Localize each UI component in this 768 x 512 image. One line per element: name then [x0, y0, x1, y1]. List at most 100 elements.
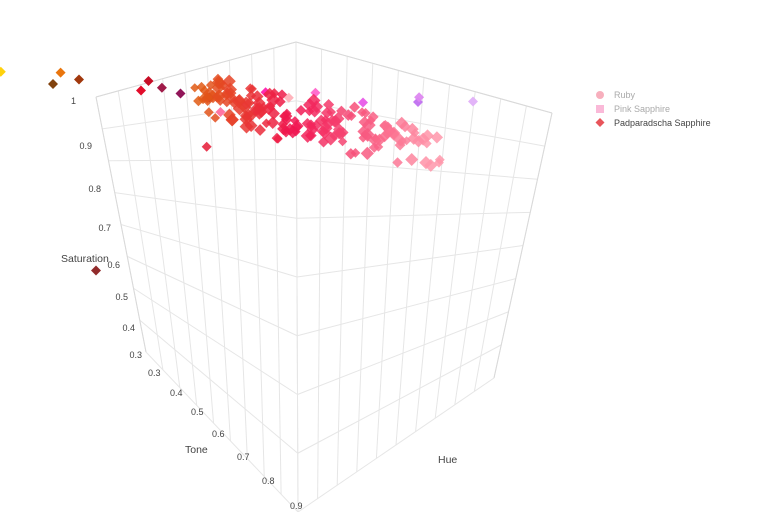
scene-edge	[295, 41, 553, 114]
data-point-diamond	[258, 102, 269, 113]
data-point-diamond	[360, 146, 374, 161]
diamond-icon	[595, 118, 605, 127]
data-point-diamond	[202, 86, 216, 100]
data-point-diamond	[407, 132, 421, 145]
data-point-diamond	[196, 81, 207, 93]
data-point-diamond	[305, 119, 316, 130]
wall-gridline	[114, 192, 297, 219]
wall-gridline	[297, 278, 516, 337]
data-point-diamond	[424, 158, 438, 172]
tone-tick-labels: 0.3 0.4 0.5 0.6 0.7 0.8 0.9	[148, 368, 303, 511]
scene-edge	[493, 112, 553, 379]
data-point-diamond	[175, 88, 186, 99]
tone-axis-title: Tone	[185, 444, 208, 456]
data-point-diamond	[304, 106, 315, 117]
saturation-tick-labels: 1 0.9 0.8 0.7 0.6 0.5 0.4 0.3	[71, 96, 142, 360]
data-point-diamond	[349, 101, 361, 113]
data-point-diamond	[362, 118, 376, 132]
data-point-diamond	[318, 136, 330, 148]
data-point-diamond	[279, 111, 289, 121]
data-point-diamond	[274, 96, 286, 108]
data-point-diamond	[318, 126, 331, 140]
wall-gridline	[108, 159, 297, 162]
saturation-tick-label: 0.8	[88, 184, 101, 194]
data-point-diamond	[269, 88, 280, 99]
data-point-diamond	[263, 87, 277, 101]
scene-edge	[95, 96, 147, 353]
data-point-diamond	[434, 154, 445, 165]
data-point-diamond	[468, 96, 478, 107]
tone-tick-label: 0.6	[212, 429, 225, 439]
wall-gridline	[296, 100, 545, 147]
data-point-diamond	[251, 90, 264, 103]
wall-gridline	[296, 245, 524, 278]
data-point-diamond	[358, 97, 368, 108]
saturation-tick-label: 0.4	[122, 323, 135, 333]
data-point-diamond	[244, 119, 258, 132]
saturation-tick-label: 0.7	[98, 223, 111, 233]
data-point-diamond	[385, 125, 396, 137]
data-point-diamond	[143, 76, 154, 86]
wall-gridline	[296, 211, 531, 219]
data-point-diamond	[350, 147, 361, 158]
data-point-diamond	[267, 107, 280, 120]
data-point-diamond	[300, 129, 315, 143]
data-point-diamond	[430, 131, 444, 144]
data-point-diamond	[245, 90, 257, 101]
data-point-diamond	[306, 93, 321, 108]
data-point-diamond	[392, 157, 403, 168]
data-point-diamond	[321, 117, 335, 130]
legend-item-ruby[interactable]: Ruby	[596, 90, 636, 100]
data-point-diamond	[203, 107, 214, 118]
data-point-diamond	[334, 127, 347, 140]
data-point-diamond	[201, 92, 213, 104]
saturation-tick-label: 0.6	[107, 260, 120, 270]
data-point-diamond	[205, 80, 216, 90]
wall-gridline	[139, 319, 299, 454]
data-point-diamond	[419, 155, 433, 170]
wall-gridline	[120, 224, 298, 278]
tone-tick-label: 0.3	[148, 368, 161, 378]
data-point-diamond	[271, 132, 283, 144]
data-points	[0, 66, 478, 276]
data-point-diamond	[222, 74, 236, 88]
hue-axis-title: Hue	[438, 454, 457, 466]
scene-grid	[95, 41, 553, 512]
wall-gridline	[133, 287, 298, 395]
data-point-diamond	[201, 141, 212, 152]
data-point-diamond	[245, 83, 256, 94]
wall-gridline	[297, 344, 502, 454]
data-point-diamond	[215, 107, 226, 117]
data-point-diamond	[323, 99, 335, 111]
tone-tick-label: 0.4	[170, 388, 183, 398]
data-point-diamond	[193, 95, 204, 107]
legend-item-padparadscha-sapphire[interactable]: Padparadscha Sapphire	[595, 118, 711, 128]
data-point-diamond	[369, 142, 380, 153]
wall-gridline	[296, 159, 538, 180]
data-point-diamond	[74, 74, 84, 85]
data-point-diamond	[190, 83, 200, 93]
data-point-diamond	[218, 80, 229, 91]
circle-icon	[596, 91, 604, 99]
data-point-diamond	[210, 113, 221, 123]
tone-tick-label: 0.7	[237, 452, 250, 462]
data-point-diamond	[346, 111, 357, 121]
data-point-diamond	[345, 148, 357, 160]
data-point-diamond	[232, 101, 247, 116]
data-point-diamond	[410, 128, 420, 138]
data-point-diamond	[223, 82, 237, 97]
data-point-diamond	[290, 126, 301, 137]
data-point-diamond	[0, 66, 6, 77]
legend-item-pink-sapphire[interactable]: Pink Sapphire	[596, 104, 670, 114]
data-point-diamond	[402, 136, 412, 146]
data-point-diamond	[156, 82, 167, 93]
data-point-diamond	[221, 97, 232, 108]
data-point-diamond	[48, 79, 58, 89]
data-point-diamond	[367, 111, 379, 123]
data-point-diamond	[405, 153, 419, 167]
data-point-diamond	[414, 92, 425, 103]
wall-gridline	[145, 351, 299, 512]
data-point-diamond	[412, 135, 425, 148]
data-point-diamond	[315, 114, 328, 127]
